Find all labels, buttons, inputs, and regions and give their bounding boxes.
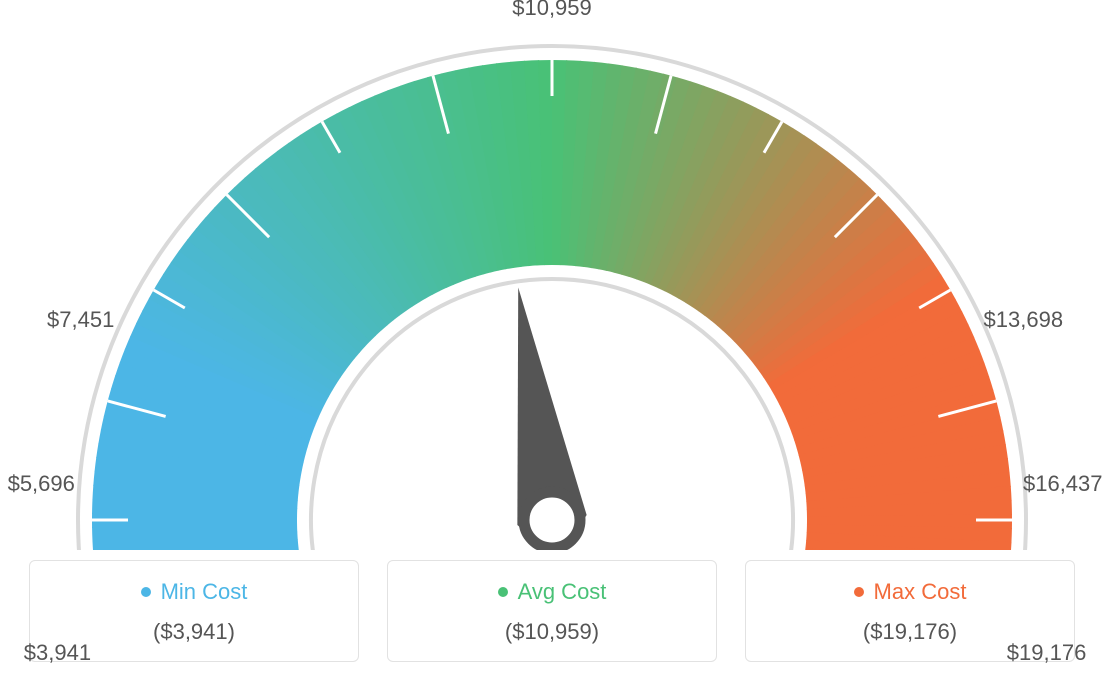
- gauge-tick-label: $16,437: [1023, 471, 1103, 497]
- dot-icon: [854, 587, 864, 597]
- gauge-tick-label: $3,941: [24, 640, 91, 666]
- dot-icon: [141, 587, 151, 597]
- summary-row: Min Cost ($3,941) Avg Cost ($10,959) Max…: [20, 560, 1084, 662]
- gauge-tick-label: $7,451: [47, 307, 114, 333]
- avg-cost-title: Avg Cost: [498, 579, 607, 605]
- avg-cost-card: Avg Cost ($10,959): [387, 560, 717, 662]
- max-cost-title-text: Max Cost: [874, 579, 967, 605]
- min-cost-title: Min Cost: [141, 579, 248, 605]
- gauge-svg: [22, 20, 1082, 550]
- dot-icon: [498, 587, 508, 597]
- avg-cost-value: ($10,959): [398, 619, 706, 645]
- gauge-tick-label: $5,696: [8, 471, 75, 497]
- gauge-tick-label: $10,959: [512, 0, 592, 21]
- avg-cost-title-text: Avg Cost: [518, 579, 607, 605]
- gauge-tick-label: $19,176: [1007, 640, 1087, 666]
- cost-gauge-chart: $3,941$5,696$7,451$10,959$13,698$16,437$…: [22, 20, 1082, 550]
- max-cost-title: Max Cost: [854, 579, 967, 605]
- gauge-tick-label: $13,698: [984, 307, 1064, 333]
- min-cost-title-text: Min Cost: [161, 579, 248, 605]
